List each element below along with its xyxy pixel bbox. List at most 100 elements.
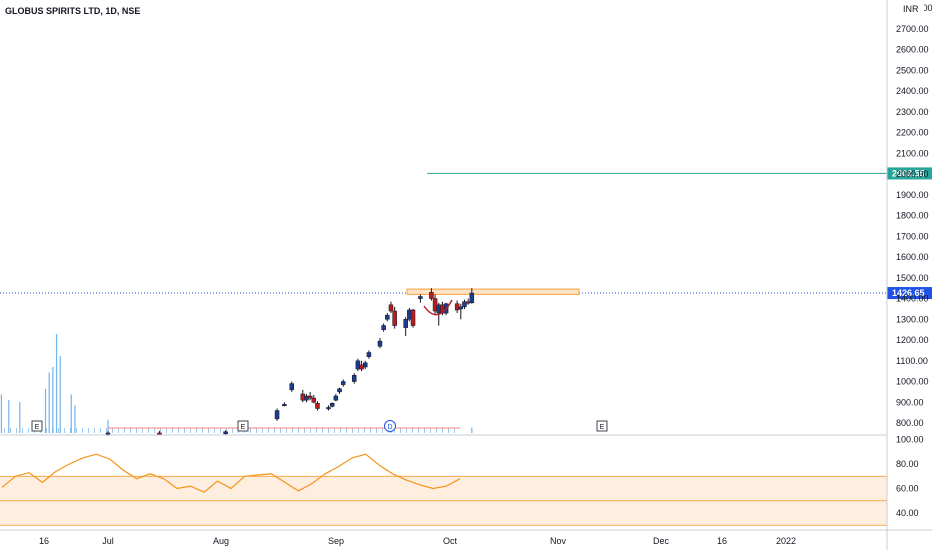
volume-bar — [196, 428, 197, 433]
volume-bar — [64, 428, 65, 433]
currency-label: INR — [903, 4, 919, 14]
volume-bar — [220, 428, 221, 433]
volume-bar — [262, 428, 263, 433]
candle-body[interactable] — [307, 395, 313, 399]
volume-bar — [424, 428, 425, 433]
volume-bar — [352, 428, 353, 433]
candle-body[interactable] — [377, 340, 383, 347]
candle-body[interactable] — [385, 314, 390, 320]
volume-bar — [184, 428, 185, 433]
candle-body[interactable] — [418, 296, 423, 299]
symbol-title: GLOBUS SPIRITS LTD, 1D, NSE — [5, 6, 140, 16]
volume-bar — [55, 334, 58, 433]
oscillator-axis[interactable]: 100.00 80.00 60.00 40.00 — [896, 435, 924, 519]
volume-bar — [471, 427, 473, 433]
volume-bar — [214, 428, 215, 433]
time-axis-label: Sep — [328, 536, 344, 546]
candle-body[interactable] — [351, 375, 357, 382]
oscillator-line[interactable] — [1, 453, 461, 493]
volume-bar — [166, 428, 167, 433]
candle-body[interactable] — [223, 431, 228, 435]
candle-body[interactable] — [436, 304, 441, 314]
last-price-tag — [887, 287, 932, 300]
volume-bar — [406, 428, 407, 433]
candles-group[interactable] — [105, 288, 475, 436]
candle-body[interactable] — [469, 292, 475, 303]
candle-body[interactable] — [304, 395, 309, 401]
candle-body[interactable] — [282, 404, 287, 407]
candle-body[interactable] — [311, 397, 317, 403]
candle-body[interactable] — [337, 388, 342, 393]
price-axis[interactable]: 2700.00 2600.00 2500.00 2400.00 2300.00 2200.… — [896, 24, 929, 428]
earnings-marker-box[interactable] — [596, 420, 608, 432]
volume-bar — [142, 428, 143, 433]
time-axis[interactable]: 16 Jul Aug Sep Oct Nov Dec 16 2022 — [39, 536, 796, 546]
candle-body[interactable] — [403, 319, 408, 328]
candle-body[interactable] — [454, 303, 460, 311]
candle-body[interactable] — [289, 383, 294, 391]
volume-bar — [19, 402, 21, 433]
candle-body[interactable] — [333, 395, 339, 401]
volume-bar — [46, 428, 47, 433]
earnings-marker-box[interactable] — [237, 420, 249, 432]
volume-bar — [28, 428, 29, 433]
volume-bar — [59, 356, 61, 433]
price-tick-label: 2200.00 — [896, 128, 929, 138]
cup-pattern-curve[interactable] — [423, 299, 453, 316]
candle-body[interactable] — [340, 381, 346, 385]
volume-bar — [100, 428, 101, 433]
candle-body[interactable] — [359, 364, 364, 370]
earnings-marker-label: E — [241, 424, 246, 431]
volume-bar — [376, 428, 377, 433]
volume-bar — [58, 428, 59, 433]
candle-body[interactable] — [462, 301, 467, 308]
candle-body[interactable] — [432, 298, 438, 312]
volume-bar — [286, 428, 287, 433]
event-markers-group[interactable]: E E ED — [31, 420, 608, 432]
volume-bar — [202, 428, 203, 433]
candle-body[interactable] — [366, 352, 372, 357]
volume-bar — [124, 428, 125, 433]
time-axis-label: Jul — [102, 536, 114, 546]
candle-body[interactable] — [410, 309, 416, 326]
price-tick-label: 1100.00 — [896, 356, 928, 366]
candle-body[interactable] — [458, 306, 464, 310]
candle-body[interactable] — [157, 432, 162, 435]
candle-body[interactable] — [407, 309, 412, 320]
candle-body[interactable] — [326, 407, 331, 410]
plot-background — [0, 0, 887, 550]
price-tick-label: 2500.00 — [896, 65, 929, 75]
volume-bar — [280, 428, 281, 433]
candle-body[interactable] — [300, 393, 306, 401]
candle-body[interactable] — [429, 292, 434, 299]
volume-bar — [16, 428, 17, 433]
candle-body[interactable] — [363, 362, 368, 368]
candle-body[interactable] — [105, 432, 111, 435]
candle-body[interactable] — [465, 301, 471, 304]
price-tick-label: 1500.00 — [896, 273, 929, 283]
price-tick-label: 2000.00 — [896, 169, 929, 179]
earnings-marker-box[interactable] — [31, 420, 43, 432]
resistance-zone[interactable] — [406, 288, 580, 295]
candle-body[interactable] — [315, 403, 320, 409]
volume-bar — [358, 428, 359, 433]
oscillator-tick-label: 40.00 — [896, 508, 919, 518]
price-tick-label: 1600.00 — [896, 252, 929, 262]
price-tick-label: 2100.00 — [896, 148, 929, 158]
volume-bar — [94, 428, 95, 433]
oscillator-tick-label: 100.00 — [896, 435, 924, 445]
volume-bar — [22, 428, 23, 433]
volume-bar — [304, 428, 305, 433]
candle-body[interactable] — [329, 403, 335, 407]
price-tick-label: 900.00 — [896, 397, 924, 407]
time-axis-label: Oct — [443, 536, 458, 546]
candle-body[interactable] — [392, 310, 397, 326]
candle-body[interactable] — [388, 304, 394, 312]
volume-bar — [148, 428, 149, 433]
candle-body[interactable] — [274, 410, 280, 420]
candle-body[interactable] — [355, 360, 361, 370]
dividend-marker-circle[interactable] — [384, 420, 396, 432]
candle-body[interactable] — [381, 325, 386, 330]
